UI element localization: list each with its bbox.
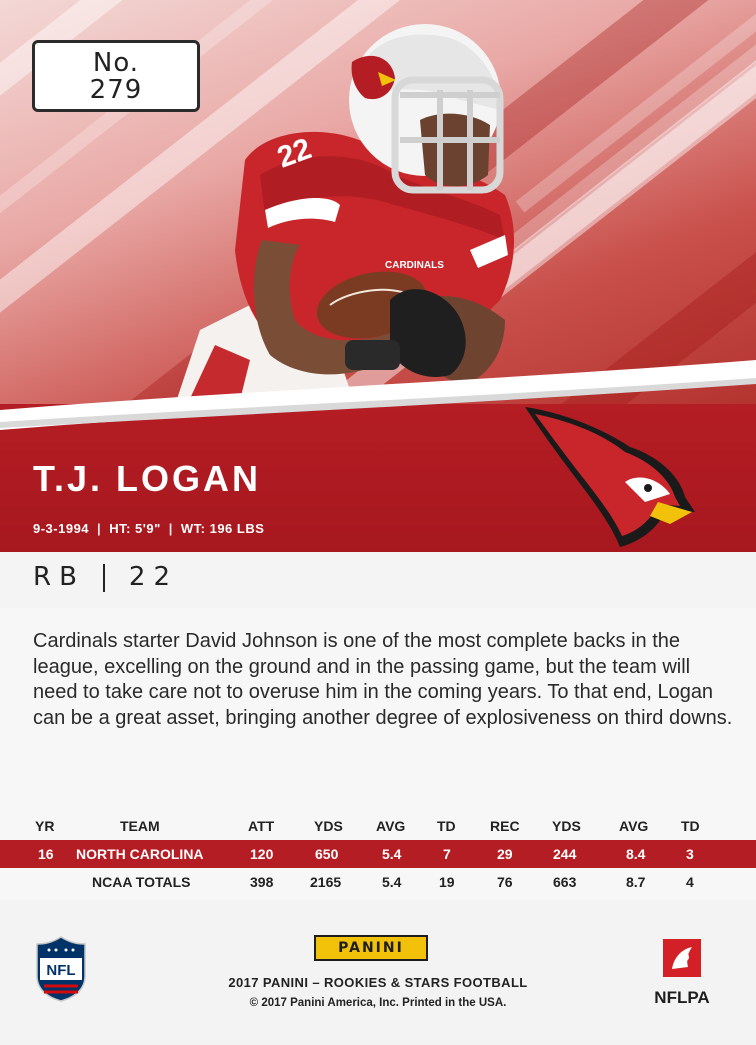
birthdate: 9-3-1994 xyxy=(33,521,90,536)
copyright-line-1: 2017 PANINI – ROOKIES & STARS FOOTBALL xyxy=(228,975,528,990)
player-bio-line: 9-3-1994 | HT: 5'9" | WT: 196 LBS xyxy=(33,521,264,536)
position-jersey: RB 22 xyxy=(33,562,178,592)
band-swoosh xyxy=(0,360,756,430)
player-name: T.J. LOGAN xyxy=(33,458,262,499)
cell-yds2: 244 xyxy=(553,846,577,862)
cell-rec: 76 xyxy=(497,874,513,890)
position-strip xyxy=(0,552,756,608)
cell-td2: 3 xyxy=(686,846,694,862)
cell-td: 7 xyxy=(443,846,451,862)
table-row: NCAA TOTALS 398 2165 5.4 19 76 663 8.7 4 xyxy=(0,868,756,896)
stats-header-td2: TD xyxy=(681,818,700,834)
stats-header-avg2: AVG xyxy=(619,818,649,834)
stats-header-td: TD xyxy=(437,818,456,834)
stats-header-yr: YR xyxy=(35,818,55,834)
nflpa-logo-icon: NFLPA xyxy=(654,939,710,1007)
jersey-team-text: CARDINALS xyxy=(385,260,444,271)
nflpa-logo-text: NFLPA xyxy=(654,988,709,1007)
height: HT: 5'9" xyxy=(109,521,161,536)
stats-header-att: ATT xyxy=(248,818,275,834)
cell-avg2: 8.7 xyxy=(626,874,646,890)
copyright-line-2: © 2017 Panini America, Inc. Printed in t… xyxy=(249,997,507,1009)
cell-td: 19 xyxy=(439,874,455,890)
cell-yds2: 663 xyxy=(553,874,577,890)
cell-yds: 2165 xyxy=(310,874,342,890)
cell-avg: 5.4 xyxy=(382,874,402,890)
position-divider xyxy=(102,563,105,592)
stats-header-avg: AVG xyxy=(376,818,406,834)
jersey-number: 22 xyxy=(128,562,178,592)
table-row: 16 NORTH CAROLINA 120 650 5.4 7 29 244 8… xyxy=(0,840,756,868)
cell-yr: 16 xyxy=(38,846,54,862)
bio-separator: | xyxy=(168,521,173,536)
nfl-logo-text: NFL xyxy=(46,962,75,979)
stats-table: YR TEAM ATT YDS AVG TD REC YDS AVG TD 16… xyxy=(0,812,756,896)
bio-separator: | xyxy=(97,521,102,536)
cell-avg2: 8.4 xyxy=(626,846,646,862)
cell-att: 398 xyxy=(250,874,274,890)
card-number: 279 xyxy=(89,75,143,105)
cell-att: 120 xyxy=(250,846,274,862)
cell-td2: 4 xyxy=(686,874,694,890)
cell-rec: 29 xyxy=(497,846,513,862)
weight: WT: 196 LBS xyxy=(180,521,265,536)
stats-header-row: YR TEAM ATT YDS AVG TD REC YDS AVG TD xyxy=(0,812,756,840)
player-bio-text: Cardinals starter David Johnson is one o… xyxy=(33,630,733,729)
card-number-box: No. 279 xyxy=(32,40,200,112)
cell-team: NORTH CAROLINA xyxy=(76,846,204,862)
footer-band xyxy=(0,900,756,1045)
nfl-shield-icon: NFL xyxy=(36,936,86,1002)
stats-header-yds: YDS xyxy=(314,818,343,834)
stats-header-team: TEAM xyxy=(120,818,160,834)
position: RB xyxy=(33,562,85,592)
cell-yds: 650 xyxy=(315,846,339,862)
card-number-label: No. xyxy=(92,48,140,78)
panini-logo: PANINI xyxy=(314,935,428,961)
cell-team: NCAA TOTALS xyxy=(92,874,191,890)
cardinals-logo-icon xyxy=(525,407,695,547)
cell-avg: 5.4 xyxy=(382,846,402,862)
stats-header-yds2: YDS xyxy=(552,818,581,834)
stats-header-rec: REC xyxy=(490,818,520,834)
